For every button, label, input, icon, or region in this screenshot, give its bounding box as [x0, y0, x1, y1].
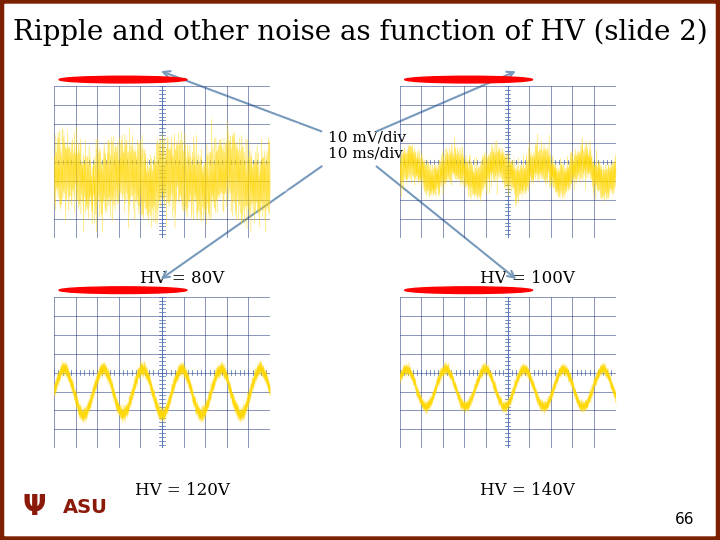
Text: ASU: ASU — [63, 498, 108, 517]
Text: Ripple and other noise as function of HV (slide 2): Ripple and other noise as function of HV… — [13, 19, 707, 46]
Text: 10 mV/div
10 ms/div: 10 mV/div 10 ms/div — [328, 131, 406, 161]
Text: HV = 80V: HV = 80V — [140, 270, 225, 287]
Text: HV = 120V: HV = 120V — [135, 482, 230, 498]
Text: Ψ: Ψ — [23, 494, 46, 522]
Text: HV = 140V: HV = 140V — [480, 482, 575, 498]
Text: HV = 100V: HV = 100V — [480, 270, 575, 287]
Text: 66: 66 — [675, 511, 695, 526]
